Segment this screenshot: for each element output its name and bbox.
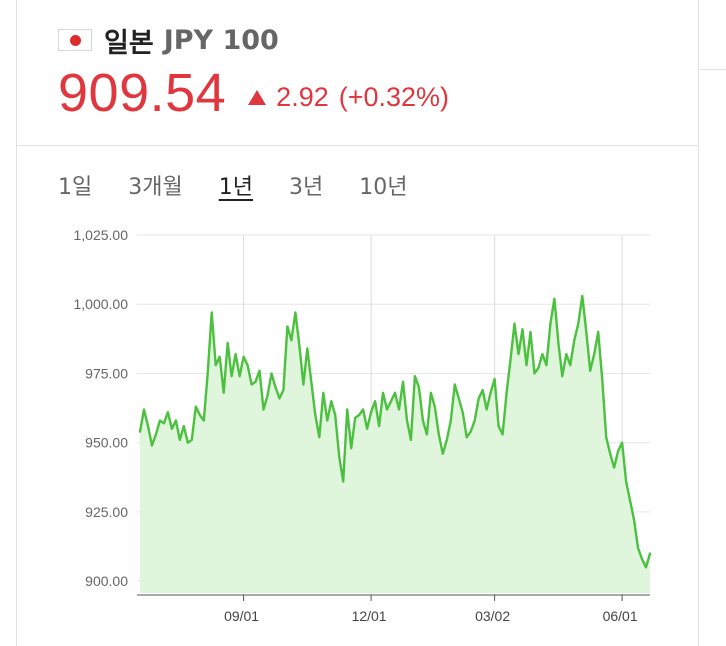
y-tick-label: 1,025.00 xyxy=(74,227,129,243)
price-row: 909.54 2.92 (+0.32%) xyxy=(58,62,449,124)
x-tick-label: 03/02 xyxy=(475,608,510,624)
x-tick-label: 09/01 xyxy=(224,608,259,624)
y-tick-label: 950.00 xyxy=(85,435,128,451)
header-divider xyxy=(17,145,698,146)
y-tick-label: 1,000.00 xyxy=(74,296,129,312)
tab-3-years[interactable]: 3년 xyxy=(288,175,324,200)
exchange-rate-value: 909.54 xyxy=(58,63,227,123)
chart-area xyxy=(140,295,650,593)
period-tabs: 1일 3개월 1년 3년 10년 xyxy=(58,172,443,204)
currency-title-row: 일본 JPY 100 xyxy=(58,22,449,59)
tab-1-day[interactable]: 1일 xyxy=(58,175,93,200)
chart-axes: 1,025.00 1,000.00 975.00 950.00 925.00 900.00… xyxy=(74,227,650,624)
x-tick-label: 12/01 xyxy=(352,608,387,624)
tab-1-year[interactable]: 1년 xyxy=(218,175,253,200)
chart-line xyxy=(138,294,652,569)
country-name: 일본 xyxy=(104,27,154,59)
tab-10-years[interactable]: 10년 xyxy=(359,175,408,200)
flag-red-disc xyxy=(69,34,81,46)
change-percent: (+0.32%) xyxy=(338,82,450,112)
tab-3-months[interactable]: 3개월 xyxy=(128,175,183,200)
currency-header: 일본 JPY 100 909.54 2.92 (+0.32%) xyxy=(58,22,449,124)
series-area-fill xyxy=(140,295,650,593)
triangle-up-icon xyxy=(248,90,267,105)
price-change: 2.92 (+0.32%) xyxy=(248,82,449,113)
adjacent-panel-border xyxy=(699,69,726,70)
panel-right-border xyxy=(698,0,699,646)
y-tick-label: 925.00 xyxy=(85,504,128,520)
change-amount: 2.92 xyxy=(276,82,329,112)
x-tick-label: 06/01 xyxy=(603,608,638,624)
panel-left-border xyxy=(16,0,17,646)
series-line xyxy=(138,294,652,569)
currency-code: JPY 100 xyxy=(163,24,279,56)
japan-flag-icon xyxy=(58,29,92,51)
y-tick-label: 900.00 xyxy=(85,573,128,589)
y-tick-label: 975.00 xyxy=(85,365,128,381)
exchange-rate-chart: 1,025.00 1,000.00 975.00 950.00 925.00 900.00… xyxy=(74,227,652,624)
